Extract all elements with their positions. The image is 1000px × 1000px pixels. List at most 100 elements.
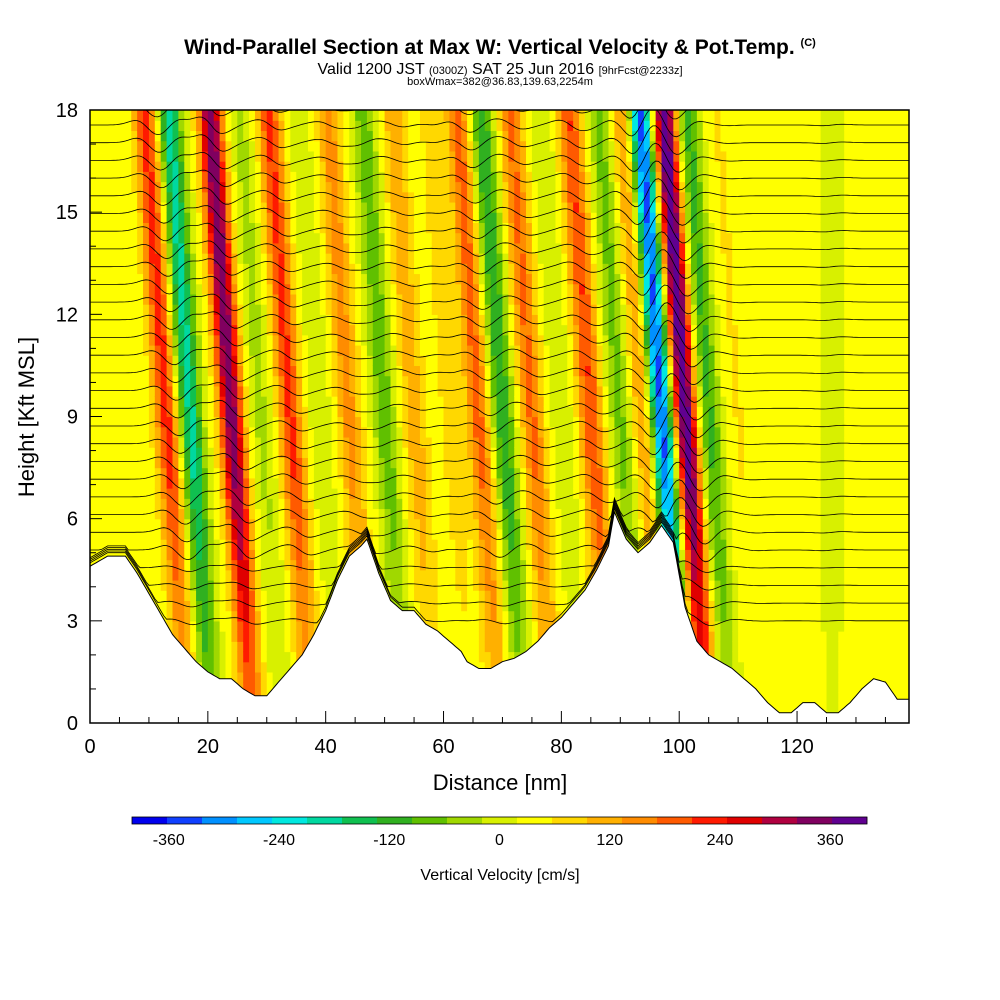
velocity-cell [349,477,356,489]
velocity-cell [131,355,138,367]
velocity-cell [196,222,203,234]
velocity-cell [455,150,462,162]
velocity-cell [154,477,162,489]
velocity-cell [331,304,339,315]
velocity-cell [425,549,433,561]
velocity-cell [361,304,368,315]
velocity-cell [555,518,562,530]
velocity-cell [478,222,486,234]
velocity-cell [361,293,368,305]
velocity-cell [455,273,462,285]
velocity-cell [366,355,374,367]
velocity-cell [496,263,504,275]
velocity-cell [266,559,274,571]
velocity-cell [131,212,138,223]
velocity-cell [278,314,286,326]
velocity-cell [555,365,562,377]
velocity-cell [325,467,333,479]
velocity-cell [408,110,415,121]
velocity-cell [502,283,509,295]
velocity-cell [184,120,191,132]
velocity-cell [260,406,268,418]
velocity-cell [567,488,574,499]
velocity-cell [531,375,539,387]
velocity-cell [272,283,280,295]
velocity-cell [225,314,233,326]
velocity-cell [107,385,115,397]
velocity-cell [443,181,451,193]
velocity-cell [290,273,297,285]
velocity-cell [496,253,504,264]
velocity-cell [201,334,209,346]
velocity-cell [201,314,209,326]
velocity-cell [478,375,486,387]
velocity-cell [355,344,362,356]
velocity-cell [520,528,527,540]
velocity-cell [107,263,115,275]
velocity-cell [272,130,280,142]
velocity-cell [526,539,533,550]
velocity-cell [296,232,303,244]
velocity-cell [419,324,427,336]
velocity-cell [137,375,144,387]
velocity-cell [166,610,174,622]
velocity-cell [531,590,539,601]
velocity-cell [308,150,315,162]
velocity-cell [496,355,504,367]
velocity-cell [408,549,415,561]
velocity-cell [201,161,209,172]
velocity-cell [190,140,197,152]
velocity-cell [243,467,250,479]
velocity-cell [437,375,445,387]
velocity-cell [372,416,380,428]
copyright-mark: (C) [800,37,816,49]
velocity-cell [90,549,97,561]
velocity-cell [225,232,233,244]
velocity-cell [549,508,557,520]
velocity-cell [490,590,498,601]
velocity-cell [573,518,580,530]
velocity-cell [514,600,521,612]
velocity-cell [437,436,445,448]
velocity-cell [302,140,309,152]
velocity-cell [249,212,256,223]
velocity-cell [431,447,439,458]
velocity-cell [555,436,562,448]
velocity-cell [549,150,557,162]
velocity-cell [308,539,315,550]
velocity-cell [201,120,209,132]
velocity-cell [178,365,185,377]
velocity-cell [243,375,250,387]
velocity-cell [266,539,274,550]
velocity-cell [160,406,168,418]
velocity-cell [143,416,150,428]
velocity-cell [573,549,580,561]
velocity-cell [119,385,126,397]
velocity-cell [148,140,156,152]
velocity-cell [526,324,533,336]
velocity-cell [272,120,280,132]
velocity-cell [496,110,504,121]
velocity-cell [154,559,162,571]
velocity-cell [260,518,268,530]
velocity-cell [113,201,121,213]
velocity-cell [531,426,539,438]
velocity-cell [172,283,179,295]
velocity-cell [431,579,439,591]
velocity-cell [243,191,250,203]
velocity-cell [160,324,168,336]
velocity-cell [537,263,545,275]
velocity-cell [425,324,433,336]
velocity-cell [490,539,498,550]
velocity-cell [378,396,386,407]
velocity-cell [237,539,244,550]
velocity-cell [190,579,197,591]
velocity-cell [549,396,557,407]
velocity-cell [443,293,451,305]
velocity-cell [443,110,451,121]
velocity-cell [231,549,238,561]
velocity-cell [378,498,386,510]
velocity-cell [207,651,215,663]
velocity-cell [514,436,521,448]
velocity-cell [231,365,238,377]
